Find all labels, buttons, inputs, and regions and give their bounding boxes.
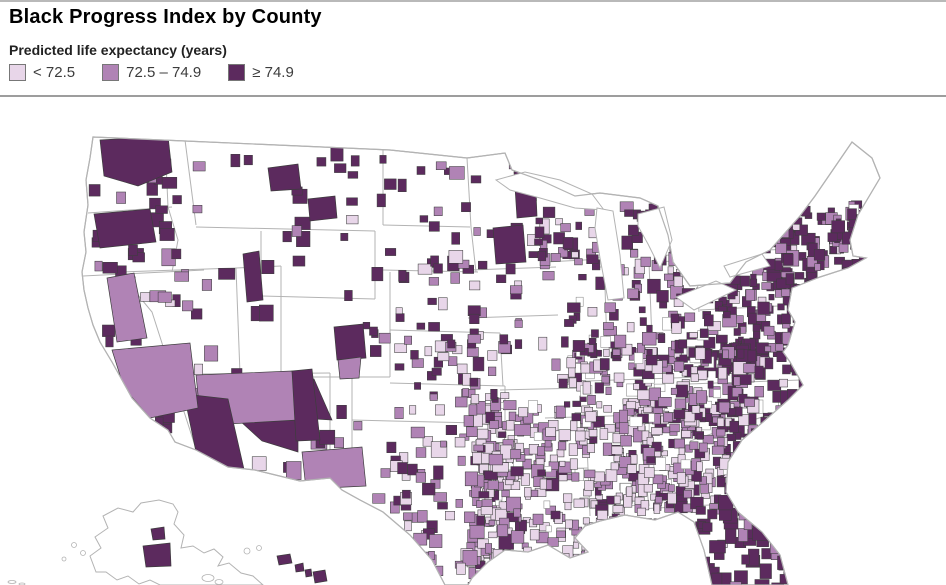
legend-item-high: ≥ 74.9 xyxy=(228,64,294,81)
legend-swatch-high xyxy=(228,64,246,81)
county-features xyxy=(93,137,538,584)
montana-dark-1 xyxy=(267,163,302,192)
hawaii-dark-1 xyxy=(276,553,293,566)
islet-outline xyxy=(243,547,251,555)
legend-label-mid: 72.5 – 74.9 xyxy=(126,64,202,81)
great-lakes xyxy=(494,171,771,311)
legend-swatch-mid xyxy=(102,64,120,81)
colorado-dark xyxy=(333,323,367,361)
islet-outline xyxy=(7,580,17,584)
legend-item-low: < 72.5 xyxy=(9,64,75,81)
hawaii-dark-4 xyxy=(312,569,328,584)
newmexico-medium xyxy=(301,446,367,490)
legend-label-high: ≥ 74.9 xyxy=(252,64,294,81)
hawaii-dark-2 xyxy=(294,562,305,573)
islet-outline xyxy=(61,556,67,562)
coastline-stroke xyxy=(81,136,881,585)
legend-item-mid: 72.5 – 74.9 xyxy=(102,64,201,81)
islet-outline xyxy=(71,542,77,548)
chart-header: Black Progress Index by County Predicted… xyxy=(9,6,322,81)
minneapolis-dark xyxy=(492,224,527,265)
top-border-line xyxy=(0,0,946,2)
alaska-outline xyxy=(89,499,264,585)
islet-outline xyxy=(214,579,224,585)
legend: < 72.5 72.5 – 74.9 ≥ 74.9 xyxy=(9,64,322,81)
socal-medium xyxy=(111,342,199,419)
central-valley-medium xyxy=(106,272,148,343)
islet-outline xyxy=(201,574,215,582)
hawaii-dark-3 xyxy=(304,568,313,578)
legend-label-low: < 72.5 xyxy=(33,64,76,81)
islet-outline xyxy=(256,545,262,551)
islet-outline xyxy=(80,550,86,556)
arizona-east-dark xyxy=(291,368,321,442)
islet-outline xyxy=(18,582,26,585)
legend-swatch-low xyxy=(9,64,26,81)
puget-dark xyxy=(99,137,173,187)
colorado-medium xyxy=(337,356,362,380)
montana-dark-2 xyxy=(307,195,338,222)
alaska-dark-2 xyxy=(150,526,166,541)
legend-separator-line xyxy=(0,95,946,97)
alaska-dark-1 xyxy=(142,542,172,568)
utah-dark xyxy=(242,250,264,303)
legend-title: Predicted life expectancy (years) xyxy=(9,42,227,58)
willamette-dark xyxy=(93,208,157,249)
page-title: Black Progress Index by County xyxy=(9,6,322,28)
